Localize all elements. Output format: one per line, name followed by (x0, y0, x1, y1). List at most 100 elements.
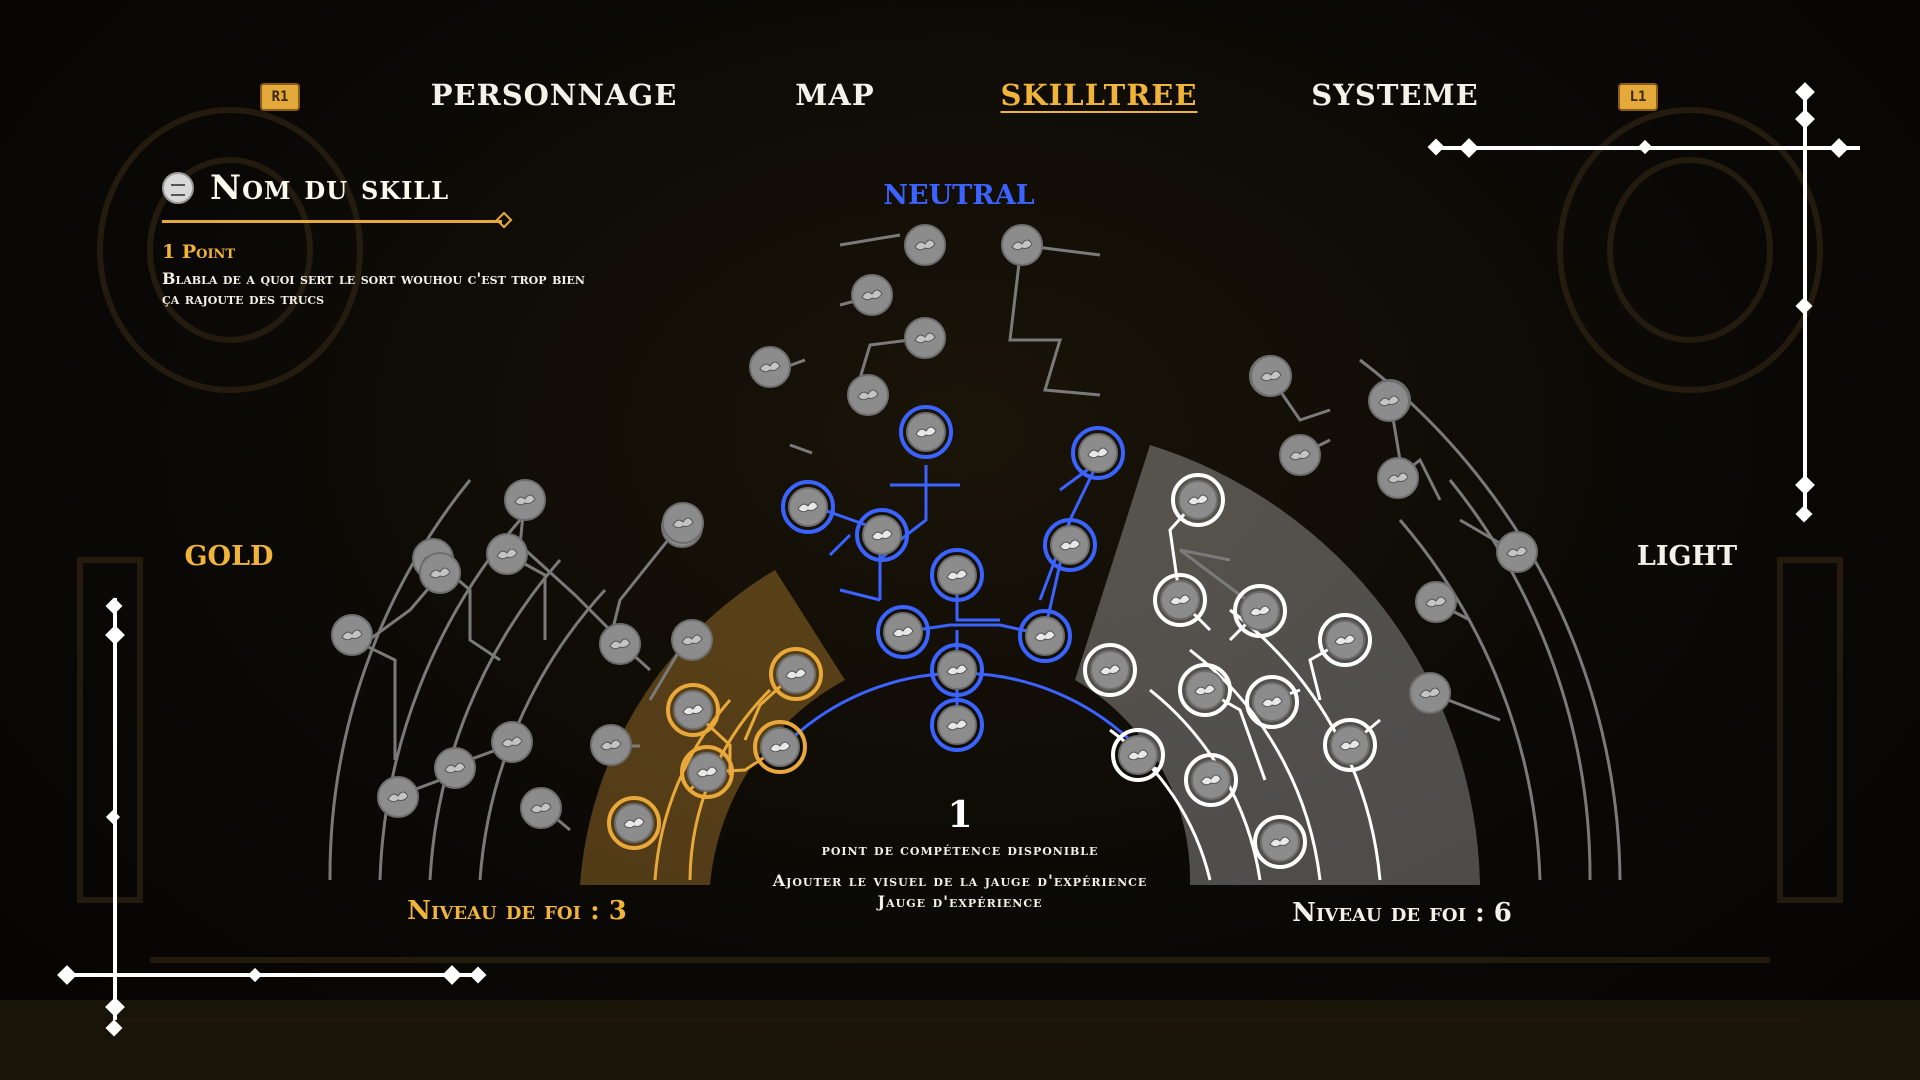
skill-title: Nom du skill (210, 168, 450, 208)
skill-node-neutral[interactable] (876, 605, 930, 659)
skill-node-ring (1184, 753, 1238, 807)
wing-icon (871, 529, 893, 541)
wing-icon (914, 332, 936, 344)
skill-node-gold[interactable] (666, 683, 720, 737)
skill-node-light[interactable] (1233, 584, 1287, 638)
skill-node-locked[interactable] (504, 479, 546, 521)
skill-node-locked[interactable] (749, 346, 791, 388)
wing-icon (1260, 370, 1282, 382)
xp-gauge-label: Jauge d'expérience (877, 892, 1043, 911)
skill-node-locked[interactable] (1001, 224, 1043, 266)
skill-node-neutral[interactable] (930, 643, 984, 697)
skill-node-neutral[interactable] (855, 508, 909, 562)
skill-node-ring (1171, 473, 1225, 527)
tab-map[interactable]: MAP (795, 78, 875, 112)
light-faith-level: Niveau de foi : 6 (1292, 898, 1512, 928)
wing-icon (1339, 739, 1361, 751)
skill-node-locked[interactable] (590, 724, 632, 766)
skill-node-neutral[interactable] (899, 405, 953, 459)
branch-label-neutral: NEUTRAL (883, 180, 1034, 211)
skill-node-light[interactable] (1323, 718, 1377, 772)
wing-icon (946, 569, 968, 581)
skill-node-locked[interactable] (1368, 380, 1410, 422)
wing-icon (530, 802, 552, 814)
wing-icon (514, 494, 536, 506)
skill-nodes (331, 224, 1538, 869)
wing-icon (341, 629, 363, 641)
skill-node-locked[interactable] (904, 224, 946, 266)
skill-node-locked[interactable] (1496, 531, 1538, 573)
tab-personnage[interactable]: PERSONNAGE (430, 78, 678, 112)
locked-arcs (328, 358, 1622, 881)
skill-node-locked[interactable] (419, 552, 461, 594)
wing-icon (1387, 472, 1409, 484)
skill-node-locked[interactable] (851, 274, 893, 316)
skill-node-locked[interactable] (1377, 457, 1419, 499)
skill-node-light[interactable] (1253, 815, 1307, 869)
wing-icon (501, 736, 523, 748)
wing-icon (914, 239, 936, 251)
skill-node-light[interactable] (1318, 613, 1372, 667)
skill-node-ring (1018, 609, 1072, 663)
l1-shoulder-button[interactable]: L1 (1618, 83, 1658, 111)
skill-node-locked[interactable] (491, 721, 533, 763)
skill-info-panel: Nom du skill 1 Point Blabla de a quoi se… (162, 168, 622, 309)
skill-node-ring (1178, 663, 1232, 717)
wing-icon (696, 766, 718, 778)
skill-node-ring (899, 405, 953, 459)
gold-faith-level: Niveau de foi : 3 (407, 896, 627, 926)
skill-node-locked[interactable] (904, 317, 946, 359)
skill-node-light[interactable] (1111, 728, 1165, 782)
skill-node-neutral[interactable] (930, 548, 984, 602)
skill-node-neutral[interactable] (930, 698, 984, 752)
skill-node-neutral[interactable] (1018, 609, 1072, 663)
r1-shoulder-button[interactable]: R1 (260, 83, 300, 111)
tab-skilltree[interactable]: SKILLTREE (1000, 78, 1198, 112)
skill-node-locked[interactable] (1415, 581, 1457, 623)
skill-node-light[interactable] (1083, 643, 1137, 697)
skill-node-locked[interactable] (1250, 355, 1292, 397)
skill-node-locked[interactable] (599, 623, 641, 665)
wing-icon (1506, 546, 1528, 558)
skill-node-locked[interactable] (847, 374, 889, 416)
skill-node-locked[interactable] (1409, 672, 1451, 714)
skill-node-neutral[interactable] (1071, 426, 1125, 480)
skill-node-locked[interactable] (434, 747, 476, 789)
wing-icon (1187, 494, 1209, 506)
skill-node-locked[interactable] (671, 619, 713, 661)
skill-points-count: 1 (947, 794, 973, 836)
wing-icon (915, 426, 937, 438)
skill-node-gold[interactable] (680, 745, 734, 799)
wing-icon (861, 289, 883, 301)
skill-node-light[interactable] (1171, 473, 1225, 527)
wing-icon (797, 501, 819, 513)
skill-node-locked[interactable] (486, 533, 528, 575)
skill-node-neutral[interactable] (1043, 518, 1097, 572)
wing-icon (1334, 634, 1356, 646)
skill-node-light[interactable] (1184, 753, 1238, 807)
wing-icon (681, 634, 703, 646)
wing-icon (1419, 687, 1441, 699)
skill-node-ring (1253, 815, 1307, 869)
skill-node-locked[interactable] (377, 776, 419, 818)
skill-node-locked[interactable] (520, 787, 562, 829)
skill-node-neutral[interactable] (781, 480, 835, 534)
skill-node-gold[interactable] (769, 647, 823, 701)
light-section-highlight (1075, 445, 1480, 885)
skill-node-light[interactable] (1153, 573, 1207, 627)
skill-node-ring (1245, 675, 1299, 729)
skill-node-locked[interactable] (662, 502, 704, 544)
skill-node-gold[interactable] (607, 796, 661, 850)
wing-icon (946, 719, 968, 731)
skill-node-ring (680, 745, 734, 799)
skill-node-ring (1318, 613, 1372, 667)
skill-node-light[interactable] (1245, 675, 1299, 729)
wing-icon (946, 664, 968, 676)
skill-node-locked[interactable] (331, 614, 373, 656)
skill-node-gold[interactable] (753, 720, 807, 774)
skill-node-locked[interactable] (1279, 434, 1321, 476)
tab-systeme[interactable]: SYSTEME (1311, 78, 1479, 112)
skill-node-ring (930, 698, 984, 752)
skill-node-light[interactable] (1178, 663, 1232, 717)
